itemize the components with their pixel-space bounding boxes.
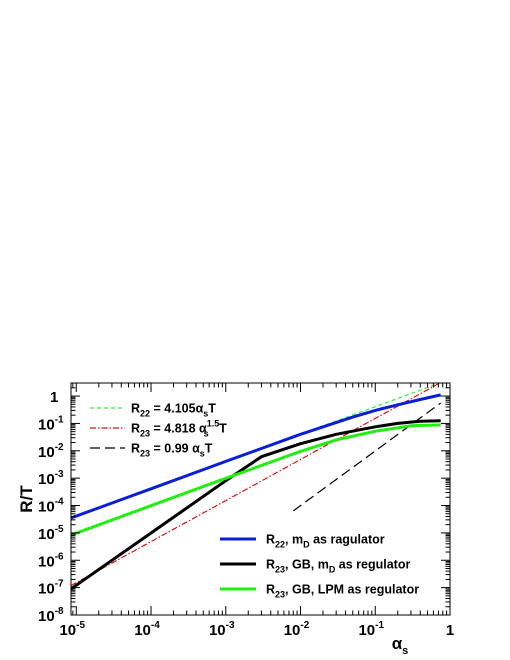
y-tick-label-base: 10 — [38, 553, 55, 570]
legend-top-item-3-subscript: s — [200, 449, 205, 459]
x-tick-label-base: 1 — [446, 622, 454, 639]
y-tick-label: 10-7 — [38, 579, 64, 598]
x-tick-label-exponent: -4 — [151, 620, 160, 631]
legend-top-item-2-label: R23 = 4.818 α1.5 s T — [131, 419, 227, 439]
x-tick-label: 10-5 — [59, 620, 85, 639]
y-tick-label-base: 10 — [38, 526, 55, 543]
legend-top-item-2-text: T — [219, 422, 227, 436]
y-tick-label: 10-5 — [38, 524, 64, 543]
legend-bottom-item-2-text: , GB, m — [285, 558, 329, 572]
legend-bottom-item-1-text: R — [266, 533, 275, 547]
y-tick-label: 1 — [50, 389, 58, 406]
legend-bottom-item-2-text: as regulator — [335, 558, 410, 572]
legend-bottom-item-3-label: R23, GB, LPM as regulator — [266, 583, 419, 600]
y-tick-label-base: 1 — [50, 389, 58, 406]
legend-bottom-item-1-text: as ragulator — [310, 533, 385, 547]
legend-top-item-2-text: R — [131, 422, 140, 436]
y-tick-label: 10-6 — [38, 551, 64, 570]
y-tick-label-base: 10 — [38, 581, 55, 598]
x-tick-label-base: 10 — [284, 622, 301, 639]
legend-top-item-1-subscript: 22 — [140, 409, 150, 419]
legend-top-item-2-superscript: 1.5 — [207, 419, 220, 429]
legend-top-item-1-text: R — [131, 402, 140, 416]
legend-top-item-1-text: T — [208, 402, 216, 416]
axis-tick-labels: 10-5 10-4 10-3 10-2 10-1 110-810-710-610-510-… — [38, 389, 454, 639]
series-line-r22_md — [71, 393, 442, 520]
y-tick-label-base: 10 — [38, 416, 55, 433]
legend-bottom-item-2-text: R — [266, 558, 275, 572]
legend-top-item-3-label: R23 = 0.99 αsT — [131, 442, 213, 459]
x-tick-label-base: 10 — [209, 622, 226, 639]
y-axis-title: R/T — [17, 485, 36, 513]
legend-top-item-1-subscript: s — [203, 409, 208, 419]
legend-bottom-item-3-text: R — [266, 583, 275, 597]
y-tick-label-base: 10 — [38, 608, 55, 625]
y-tick-label-exponent: -8 — [55, 606, 64, 617]
series-line-r23_gb_md — [71, 419, 441, 591]
legend-bottom-item-2-subscript: 23 — [275, 565, 285, 575]
y-tick-label-base: 10 — [38, 444, 55, 461]
y-tick-label-exponent: -2 — [55, 442, 64, 453]
legend-top-item-2-subscript: s — [204, 429, 209, 439]
y-tick-label: 10-3 — [38, 469, 64, 488]
x-tick-label-base: 10 — [134, 622, 151, 639]
legend-bottom-item-2-subscript: D — [329, 565, 336, 575]
legend-top-item-3-text: R — [131, 442, 140, 456]
plot-frame — [70, 382, 451, 616]
y-tick-label-exponent: -1 — [55, 414, 64, 425]
x-axis-title-subscript: s — [402, 645, 408, 657]
x-tick-label-exponent: -2 — [300, 620, 309, 631]
y-tick-label: 10-1 — [38, 414, 64, 433]
legend-top-item-2-text: = 4.818 α — [150, 422, 207, 436]
series-line-r23_fit_15 — [71, 383, 441, 587]
legend-top-item-3-subscript: 23 — [140, 449, 150, 459]
legend-top-item-3-text: T — [205, 442, 213, 456]
series-line-r23_gb_lpm — [71, 423, 441, 537]
legend-top-item-2-subscript: 23 — [140, 429, 150, 439]
legend-bottom-item-1-subscript: 22 — [275, 540, 285, 550]
y-tick-label-exponent: -5 — [55, 524, 64, 535]
x-tick-label: 10-1 — [358, 620, 384, 639]
axis-ticks — [71, 382, 451, 616]
x-tick-label-exponent: -5 — [76, 620, 85, 631]
legend-bottom-item-1-subscript: D — [303, 540, 310, 550]
legend-bottom-item-3-text: , GB, LPM as regulator — [285, 583, 419, 597]
legend-bottom-item-1-label: R22, mD as ragulator — [266, 533, 385, 550]
x-axis-title-symbol: α — [392, 634, 403, 653]
x-tick-label: 10-3 — [209, 620, 235, 639]
legend-bottom-item-1-text: , m — [285, 533, 303, 547]
y-tick-label-exponent: -4 — [55, 497, 64, 508]
y-tick-label-base: 10 — [38, 471, 55, 488]
y-tick-label-exponent: -3 — [55, 469, 64, 480]
x-tick-label-base: 10 — [358, 622, 375, 639]
y-tick-label-exponent: -6 — [55, 551, 64, 562]
y-tick-label-base: 10 — [38, 499, 55, 516]
y-tick-label-exponent: -7 — [55, 579, 64, 590]
x-tick-label: 10-4 — [134, 620, 160, 639]
x-axis-title: αs — [392, 634, 409, 657]
series-line-r23_fit_2 — [292, 402, 442, 512]
x-tick-label: 10-2 — [284, 620, 310, 639]
x-tick-label-exponent: -1 — [375, 620, 384, 631]
y-tick-label: 10-2 — [38, 442, 64, 461]
series-line-r22_fit — [286, 383, 441, 440]
legend-top-item-1-text: = 4.105α — [150, 402, 204, 416]
y-tick-label: 10-4 — [38, 497, 64, 516]
x-tick-label-exponent: -3 — [226, 620, 235, 631]
y-tick-label: 10-8 — [38, 606, 64, 625]
plot-content — [71, 383, 442, 591]
x-tick-label-base: 10 — [59, 622, 76, 639]
legend-top-item-1-label: R22 = 4.105αsT — [131, 402, 216, 419]
legend-top-item-3-text: = 0.99 α — [150, 442, 200, 456]
legend-bottom-item-2-label: R23, GB, mD as regulator — [266, 558, 410, 575]
legend-bottom-item-3-subscript: 23 — [275, 590, 285, 600]
x-tick-label: 1 — [446, 622, 454, 639]
